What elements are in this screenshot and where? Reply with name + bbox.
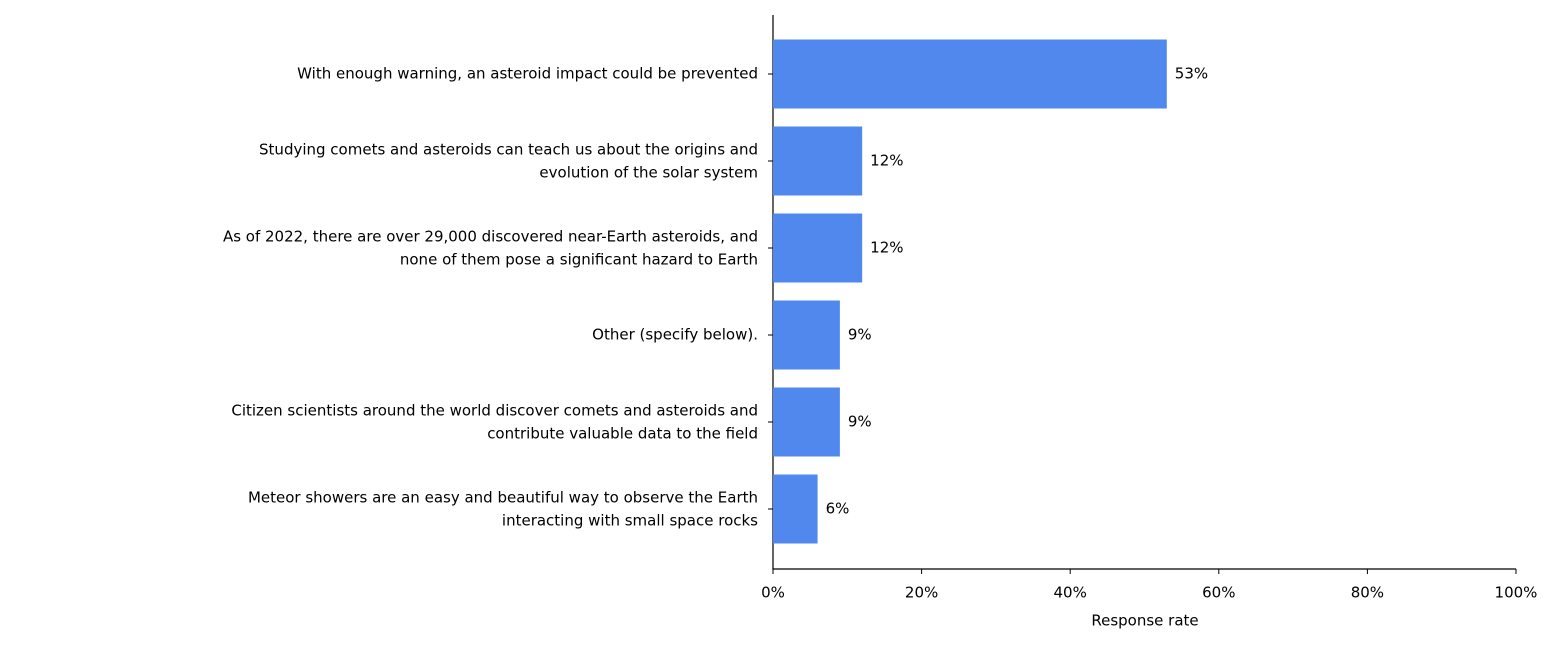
- y-tick-label: Citizen scientists around the world disc…: [231, 401, 758, 442]
- value-label: 6%: [826, 500, 850, 518]
- value-label: 12%: [870, 152, 903, 170]
- y-tick-label: With enough warning, an asteroid impact …: [297, 65, 758, 83]
- bar: [773, 126, 863, 196]
- y-tick-label: Studying comets and asteroids can teach …: [259, 140, 758, 181]
- bar: [773, 474, 818, 544]
- y-tick-label: Other (specify below).: [592, 326, 758, 344]
- x-tick-label: 0%: [761, 584, 785, 602]
- x-tick-label: 100%: [1495, 584, 1538, 602]
- x-axis-label: Response rate: [1091, 612, 1198, 630]
- y-tick-label: Meteor showers are an easy and beautiful…: [248, 488, 758, 529]
- x-tick-label: 20%: [905, 584, 938, 602]
- x-tick-label: 60%: [1202, 584, 1235, 602]
- bar: [773, 300, 840, 370]
- bar: [773, 39, 1167, 109]
- x-tick-label: 80%: [1351, 584, 1384, 602]
- bar: [773, 387, 840, 457]
- value-label: 12%: [870, 239, 903, 257]
- y-tick-label: As of 2022, there are over 29,000 discov…: [223, 227, 758, 268]
- value-label: 9%: [848, 326, 872, 344]
- bar: [773, 213, 863, 283]
- value-label: 53%: [1175, 65, 1208, 83]
- x-tick-label: 40%: [1054, 584, 1087, 602]
- value-label: 9%: [848, 413, 872, 431]
